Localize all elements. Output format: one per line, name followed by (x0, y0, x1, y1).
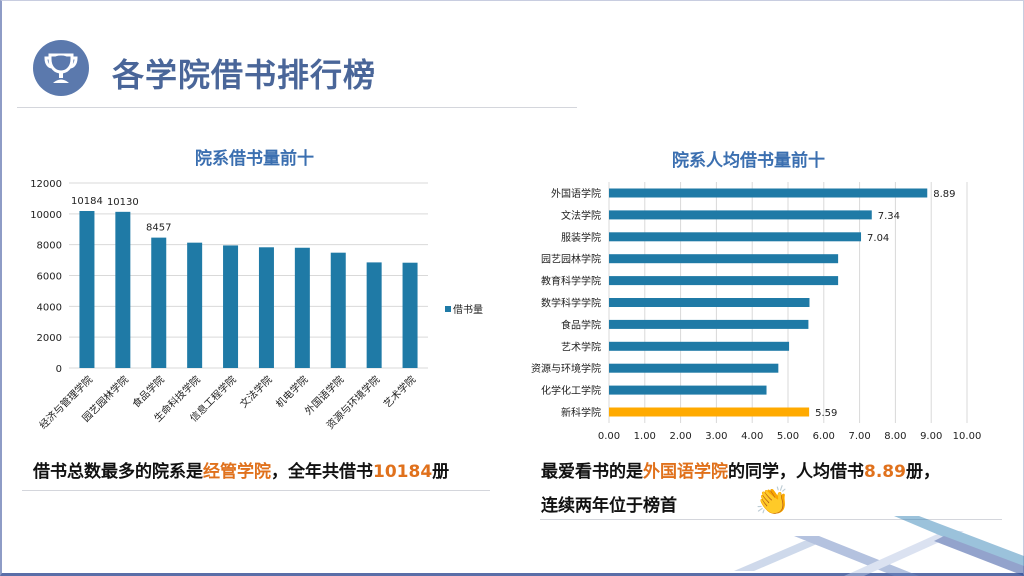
x-tick-label: 食品学院 (129, 373, 166, 410)
x-tick-label: 机电学院 (273, 373, 310, 410)
x-tick-label: 7.00 (848, 431, 870, 442)
decorative-stripes (734, 516, 1024, 576)
caption-highlight-number: 10184 (373, 462, 433, 482)
bar (115, 211, 131, 368)
caption-highlight-number: 8.89 (864, 462, 906, 482)
y-tick-label: 数学科学学院 (541, 297, 601, 310)
data-label: 10130 (107, 197, 139, 208)
x-tick-label: 10.00 (953, 431, 982, 442)
bar (223, 245, 239, 368)
y-tick-label: 服装学院 (561, 231, 601, 244)
y-tick-label: 园艺园林学院 (541, 253, 601, 266)
x-tick-label: 0.00 (598, 431, 620, 442)
data-label: 7.04 (867, 233, 889, 244)
bar (294, 247, 310, 368)
y-tick-label: 2000 (37, 333, 62, 344)
bar (609, 276, 839, 286)
page-title: 各学院借书排行榜 (112, 56, 377, 94)
y-tick-label: 4000 (37, 302, 62, 313)
left-caption: 借书总数最多的院系是经管学院，全年共借书10184册 (33, 457, 449, 482)
bar (609, 254, 839, 264)
bar (609, 210, 872, 220)
bar (151, 237, 167, 368)
caption-text: 最爱看书的是 (541, 462, 643, 482)
y-tick-label: 食品学院 (561, 318, 601, 331)
x-tick-label: 1.00 (634, 431, 656, 442)
data-label: 8457 (146, 223, 171, 234)
caption-highlight-college: 经管学院 (203, 462, 271, 482)
caption-text: ，全年共借书 (271, 462, 373, 482)
caption-text: 册 (432, 462, 450, 482)
y-tick-label: 化学化工学院 (541, 384, 601, 397)
caption-text: 的同学，人均借书 (728, 462, 864, 482)
legend-swatch (445, 306, 451, 312)
bar (187, 242, 203, 368)
trophy-icon (33, 40, 89, 96)
bar (609, 298, 810, 307)
x-tick-label: 2.00 (669, 431, 691, 442)
x-tick-label: 8.00 (884, 431, 906, 442)
y-tick-label: 0 (56, 364, 62, 375)
x-tick-label: 5.00 (777, 431, 799, 442)
x-tick-label: 3.00 (705, 431, 727, 442)
x-tick-label: 4.00 (741, 431, 763, 442)
data-label: 7.34 (878, 211, 900, 222)
bar (402, 262, 418, 368)
left-divider (22, 490, 490, 491)
bar (609, 232, 862, 242)
bar (330, 252, 346, 368)
right-caption-line2: 连续两年位于榜首 (541, 496, 677, 516)
bar (258, 247, 274, 368)
x-tick-label: 艺术学院 (381, 373, 418, 410)
x-tick-label: 9.00 (920, 431, 942, 442)
y-tick-label: 6000 (37, 272, 62, 283)
y-tick-label: 外国语学院 (551, 187, 601, 200)
y-tick-label: 教育科学学院 (541, 275, 601, 288)
caption-highlight-college: 外国语学院 (643, 462, 728, 482)
left-chart-title: 院系借书量前十 (195, 149, 314, 169)
bar (609, 188, 928, 198)
title-divider (17, 107, 577, 108)
right-chart-title: 院系人均借书量前十 (672, 151, 825, 171)
bar (609, 341, 790, 351)
data-label: 8.89 (933, 189, 955, 200)
bar (609, 363, 779, 373)
bar (609, 385, 767, 395)
caption-text: 册， (905, 462, 940, 482)
x-tick-label: 文法学院 (237, 373, 274, 410)
y-tick-label: 艺术学院 (561, 340, 601, 353)
y-tick-label: 12000 (30, 179, 62, 190)
bar (609, 407, 810, 417)
clapping-hands-icon: 👏 (755, 484, 790, 517)
right-caption: 最爱看书的是外国语学院的同学，人均借书8.89册， (541, 457, 940, 482)
data-label: 5.59 (815, 408, 837, 419)
bar (366, 262, 382, 368)
right-divider (540, 519, 1002, 520)
data-label: 10184 (71, 196, 103, 207)
y-tick-label: 文法学院 (561, 209, 601, 222)
bar (609, 319, 809, 329)
legend-label: 借书量 (453, 304, 483, 316)
x-tick-label: 6.00 (813, 431, 835, 442)
y-tick-label: 资源与环境学院 (531, 362, 601, 375)
y-tick-label: 8000 (37, 241, 62, 252)
y-tick-label: 新科学院 (561, 406, 601, 419)
caption-text: 借书总数最多的院系是 (33, 462, 203, 482)
bar (79, 210, 95, 368)
y-tick-label: 10000 (30, 210, 62, 221)
